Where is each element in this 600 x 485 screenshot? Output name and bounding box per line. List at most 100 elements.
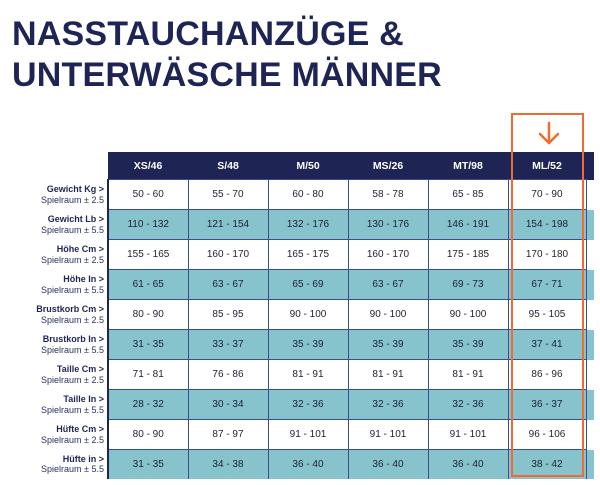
tolerance-label: Spielraum ± 2.5 (41, 194, 104, 205)
size-value-cell: 160 - 170 (348, 239, 429, 270)
row-label: Taille In > Spielraum ± 5.5 (2, 389, 109, 420)
tolerance-label: Spielraum ± 5.5 (41, 464, 104, 475)
size-value-cell: 35 - 39 (348, 329, 429, 360)
size-header-cell: MS/26 (348, 152, 428, 180)
row-edge (586, 180, 594, 210)
row-label: Gewicht Lb > Spielraum ± 5.5 (2, 209, 109, 240)
table-row: Taille In > Spielraum ± 5.5 28 - 32 30 - 34… (2, 389, 594, 420)
size-value-cell: 65 - 85 (428, 179, 509, 210)
size-value-cell: 80 - 90 (108, 299, 189, 330)
measure-label: Brustkorb In > (42, 334, 104, 344)
table-row: Gewicht Lb > Spielraum ± 5.5 110 - 132 121 … (2, 209, 594, 240)
size-value-cell: 110 - 132 (108, 209, 189, 240)
header-edge (586, 152, 594, 180)
size-value-cell: 76 - 86 (188, 359, 269, 390)
tolerance-label: Spielraum ± 5.5 (41, 284, 104, 295)
title-line-1: NASSTAUCHANZÜGE & (12, 15, 404, 53)
size-value-cell: 36 - 40 (268, 449, 349, 479)
row-label: Höhe Cm > Spielraum ± 2.5 (2, 239, 109, 270)
row-label: Brustkorb In > Spielraum ± 5.5 (2, 329, 109, 360)
measure-label: Höhe Cm > (56, 244, 104, 254)
row-label: Gewicht Kg > Spielraum ± 2.5 (2, 179, 109, 210)
measure-label: Brustkorb Cm > (36, 304, 104, 314)
size-value-cell: 91 - 101 (428, 419, 509, 450)
size-value-cell: 175 - 185 (428, 239, 509, 270)
size-value-cell: 90 - 100 (428, 299, 509, 330)
size-value-cell: 60 - 80 (268, 179, 349, 210)
header-corner (2, 152, 108, 180)
size-value-cell: 80 - 90 (108, 419, 189, 450)
size-value-cell: 50 - 60 (108, 179, 189, 210)
row-label: Hüfte Cm > Spielraum ± 2.5 (2, 419, 109, 450)
size-value-cell: 33 - 37 (188, 329, 269, 360)
size-value-cell: 85 - 95 (188, 299, 269, 330)
tolerance-label: Spielraum ± 2.5 (41, 314, 104, 325)
size-chart-table: XS/46 S/48 M/50 MS/26 MT/98 ML/52 Gewich… (2, 152, 594, 479)
size-value-cell: 36 - 40 (348, 449, 429, 479)
size-value-cell: 36 - 40 (428, 449, 509, 479)
size-value-cell: 32 - 36 (268, 389, 349, 420)
size-value-cell: 38 - 42 (508, 449, 587, 479)
size-value-cell: 81 - 91 (268, 359, 349, 390)
size-value-cell: 81 - 91 (348, 359, 429, 390)
arrow-down-icon (538, 121, 560, 145)
size-value-cell: 91 - 101 (268, 419, 349, 450)
row-label: Taille Cm > Spielraum ± 2.5 (2, 359, 109, 390)
size-value-cell: 90 - 100 (348, 299, 429, 330)
size-value-cell: 31 - 35 (108, 329, 189, 360)
size-value-cell: 63 - 67 (348, 269, 429, 300)
row-edge (586, 420, 594, 450)
size-header-cell: S/48 (188, 152, 268, 180)
measure-label: Taille In > (63, 394, 104, 404)
tolerance-label: Spielraum ± 2.5 (41, 434, 104, 445)
measure-label: Hüfte Cm > (56, 424, 104, 434)
size-value-cell: 28 - 32 (108, 389, 189, 420)
table-row: Höhe Cm > Spielraum ± 2.5 155 - 165 160 - 1… (2, 239, 594, 270)
size-value-cell: 36 - 37 (508, 389, 587, 420)
size-value-cell: 35 - 39 (268, 329, 349, 360)
table-row: Hüfte Cm > Spielraum ± 2.5 80 - 90 87 - 97 9… (2, 419, 594, 450)
size-value-cell: 67 - 71 (508, 269, 587, 300)
size-value-cell: 165 - 175 (268, 239, 349, 270)
size-value-cell: 160 - 170 (188, 239, 269, 270)
size-value-cell: 37 - 41 (508, 329, 587, 360)
table-row: Brustkorb Cm > Spielraum ± 2.5 80 - 90 85 -… (2, 299, 594, 330)
row-edge (586, 240, 594, 270)
row-edge (586, 269, 594, 300)
size-value-cell: 65 - 69 (268, 269, 349, 300)
size-value-cell: 61 - 65 (108, 269, 189, 300)
size-value-cell: 32 - 36 (428, 389, 509, 420)
table-row: Gewicht Kg > Spielraum ± 2.5 50 - 60 55 - 7… (2, 179, 594, 210)
size-value-cell: 32 - 36 (348, 389, 429, 420)
size-header-row: XS/46 S/48 M/50 MS/26 MT/98 ML/52 (2, 152, 594, 180)
size-value-cell: 86 - 96 (508, 359, 587, 390)
measure-label: Taille Cm > (56, 364, 104, 374)
table-row: Taille Cm > Spielraum ± 2.5 71 - 81 76 - 86… (2, 359, 594, 390)
size-header-cell: MT/98 (428, 152, 508, 180)
page-title: NASSTAUCHANZÜGE & UNTERWÄSCHE MÄNNER (12, 14, 442, 96)
size-value-cell: 170 - 180 (508, 239, 587, 270)
row-label: Hüfte in > Spielraum ± 5.5 (2, 449, 109, 479)
size-value-cell: 96 - 106 (508, 419, 587, 450)
row-label: Brustkorb Cm > Spielraum ± 2.5 (2, 299, 109, 330)
measure-label: Höhe In > (63, 274, 104, 284)
size-value-cell: 155 - 165 (108, 239, 189, 270)
row-edge (586, 389, 594, 420)
size-value-cell: 63 - 67 (188, 269, 269, 300)
size-value-cell: 69 - 73 (428, 269, 509, 300)
size-value-cell: 87 - 97 (188, 419, 269, 450)
tolerance-label: Spielraum ± 5.5 (41, 344, 104, 355)
size-value-cell: 130 - 176 (348, 209, 429, 240)
measure-label: Hüfte in > (62, 453, 104, 464)
size-value-cell: 90 - 100 (268, 299, 349, 330)
size-value-cell: 35 - 39 (428, 329, 509, 360)
tolerance-label: Spielraum ± 5.5 (41, 224, 104, 235)
size-value-cell: 71 - 81 (108, 359, 189, 390)
row-edge (586, 360, 594, 390)
table-row: Brustkorb In > Spielraum ± 5.5 31 - 35 33 -… (2, 329, 594, 360)
row-edge (586, 449, 594, 479)
size-value-cell: 70 - 90 (508, 179, 587, 210)
row-edge (586, 329, 594, 360)
table-row: Hüfte in > Spielraum ± 5.5 31 - 35 34 - 38 3… (2, 449, 594, 479)
size-header-cell: XS/46 (108, 152, 188, 180)
